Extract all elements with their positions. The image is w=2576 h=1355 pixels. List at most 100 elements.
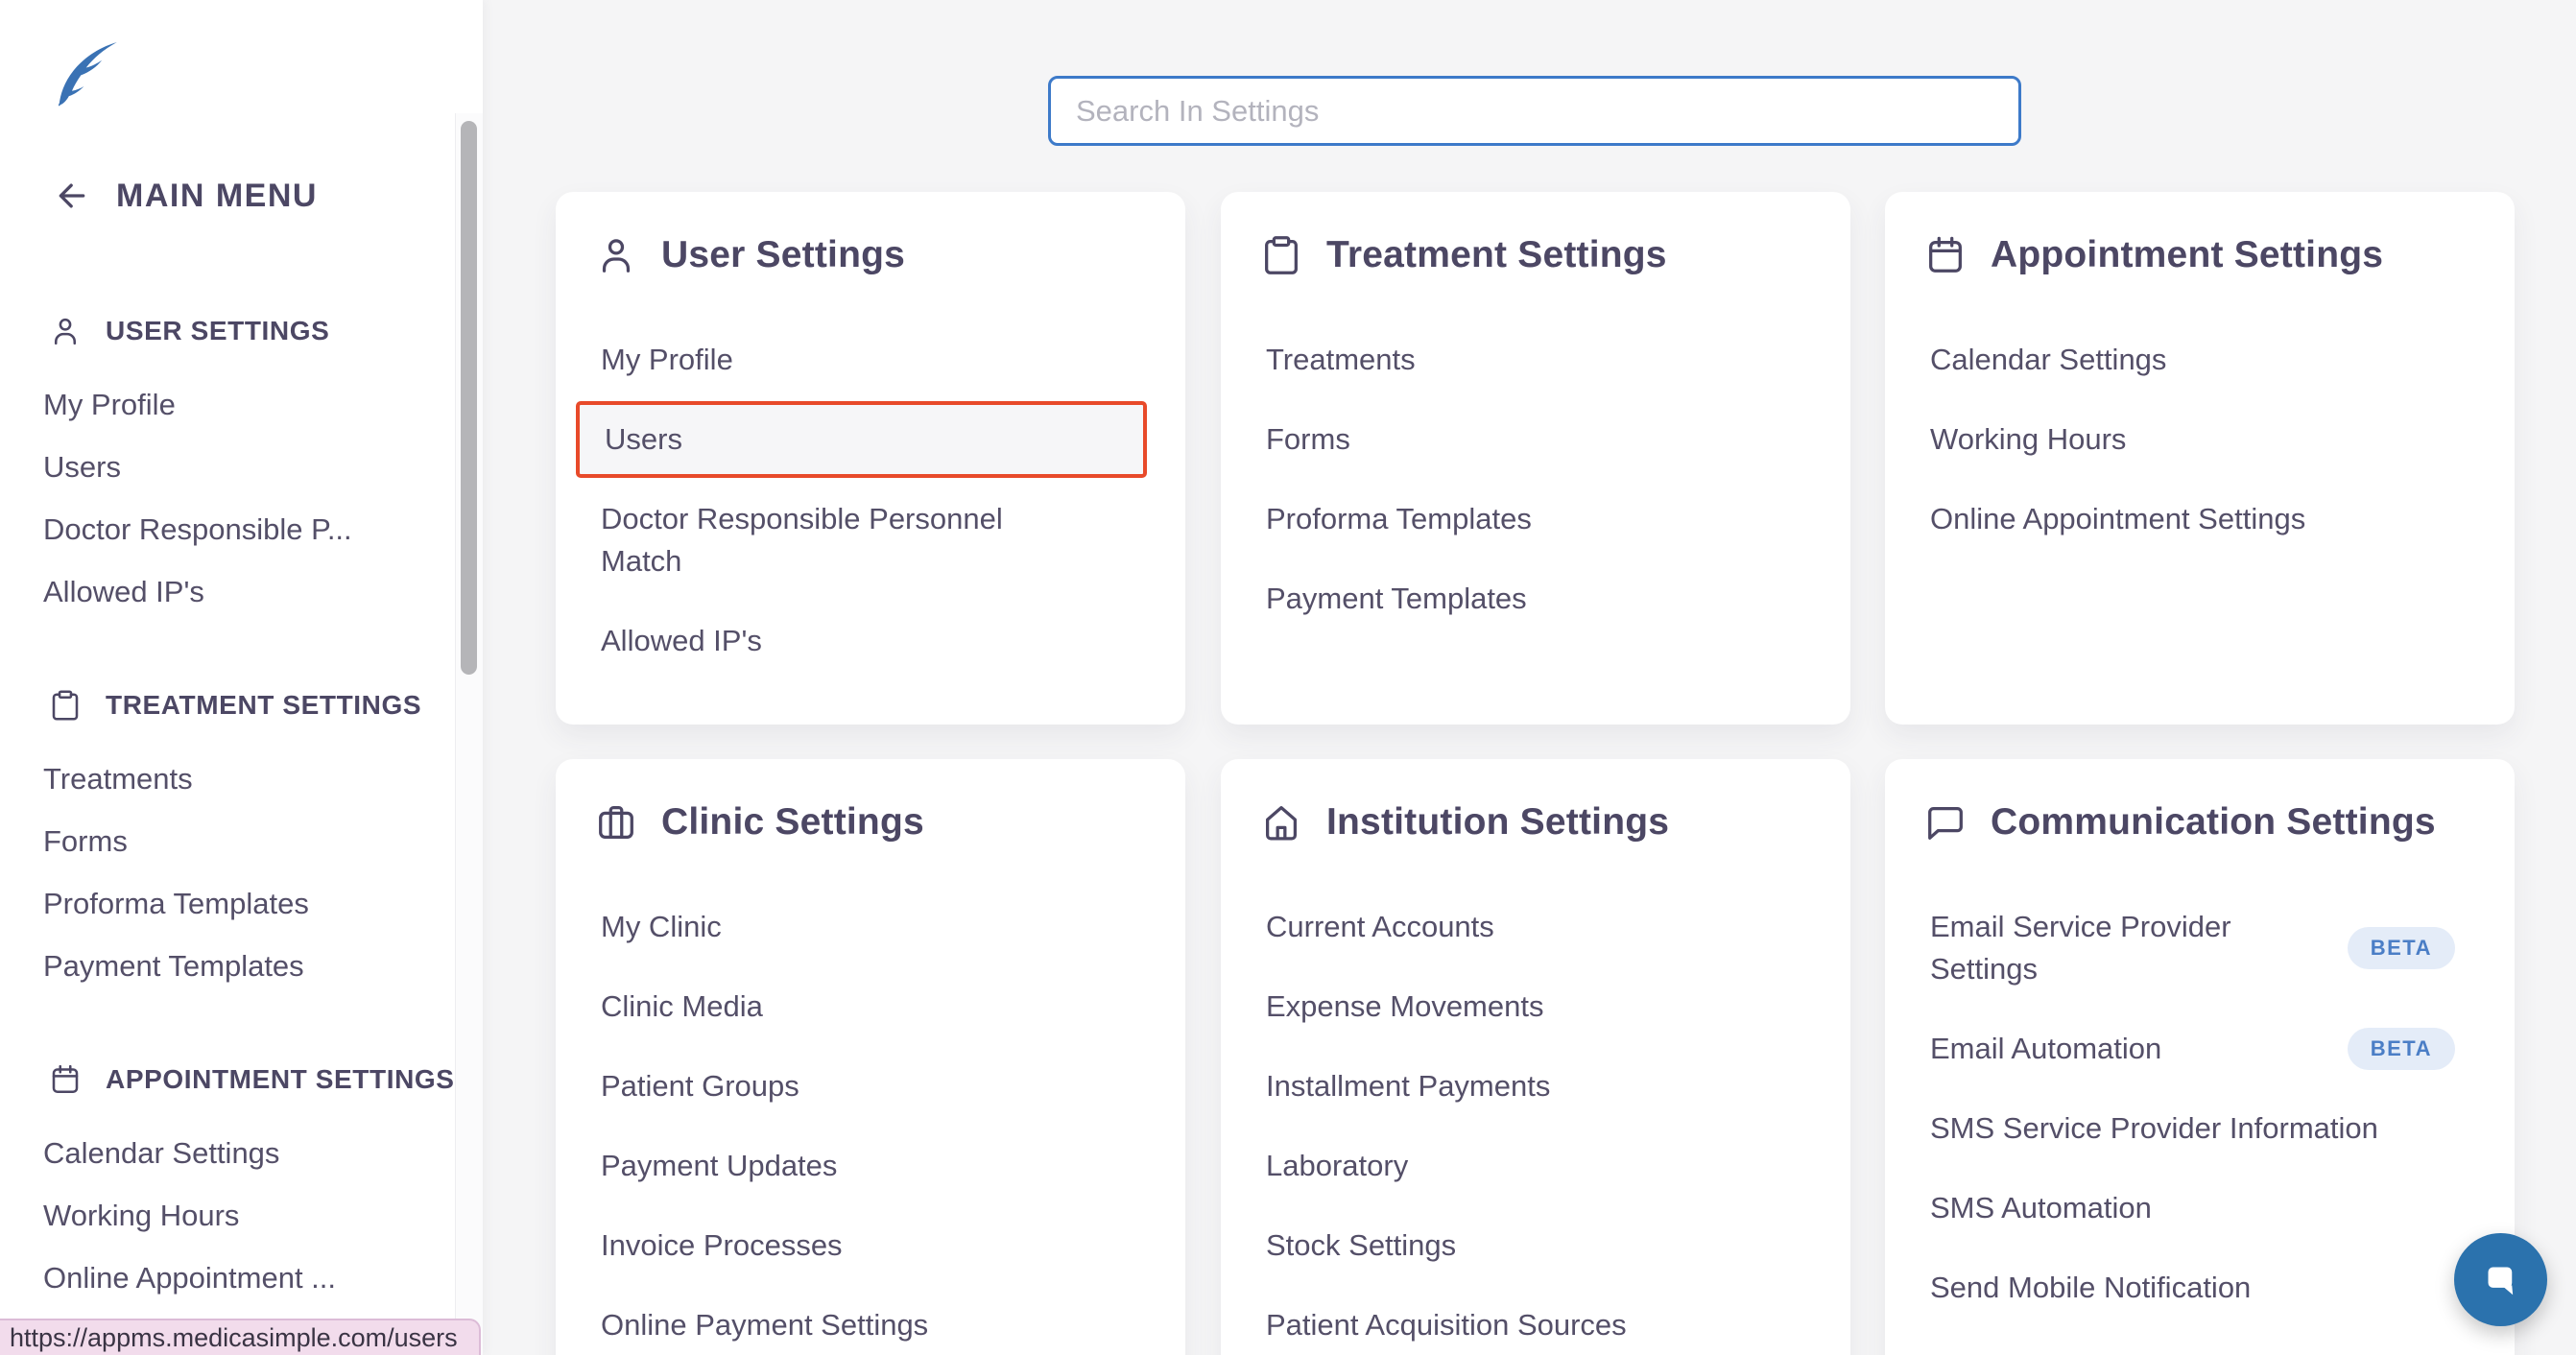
- arrow-left-icon: [53, 177, 91, 215]
- settings-card: Appointment Settings Calendar Settings W…: [1885, 192, 2515, 725]
- settings-card: Communication Settings Email Service Pro…: [1885, 759, 2515, 1355]
- main-menu-label: MAIN MENU: [116, 177, 318, 214]
- card-item[interactable]: Invoice Processes: [601, 1228, 843, 1262]
- sidebar-item[interactable]: Proforma Templates: [43, 887, 309, 920]
- card-item[interactable]: Calendar Settings: [1930, 343, 2167, 376]
- sidebar-section-header: TREATMENT SETTINGS: [0, 682, 456, 728]
- card-item[interactable]: Patient Groups: [601, 1069, 799, 1103]
- user-icon: [594, 233, 638, 277]
- sidebar-item[interactable]: Payment Templates: [43, 949, 304, 983]
- sidebar-section-items: My Profile Users Doctor Responsible P...…: [0, 373, 456, 623]
- card-item[interactable]: Doctor Responsible Personnel Match: [601, 502, 1003, 578]
- card-item[interactable]: Allowed IP's: [601, 624, 762, 657]
- card-item[interactable]: Treatments: [1266, 343, 1416, 376]
- sidebar-section-items: Treatments Forms Proforma Templates Paym…: [0, 748, 456, 997]
- chat-bubble-icon: [2488, 1267, 2513, 1295]
- card-title-row: Clinic Settings: [594, 797, 1147, 847]
- card-item[interactable]: Patient Acquisition Sources: [1266, 1308, 1627, 1342]
- settings-card: User Settings My Profile Users Doctor Re…: [556, 192, 1185, 725]
- sidebar-item[interactable]: Forms: [43, 824, 128, 858]
- briefcase-icon: [594, 800, 638, 844]
- sidebar-scrollbar-thumb[interactable]: [461, 121, 477, 675]
- sidebar-section: USER SETTINGS My Profile Users Doctor Re…: [0, 308, 456, 623]
- main-menu-back[interactable]: MAIN MENU: [53, 171, 318, 221]
- sidebar-item[interactable]: Working Hours: [43, 1199, 240, 1232]
- sidebar-section: TREATMENT SETTINGS Treatments Forms Prof…: [0, 682, 456, 997]
- feather-logo-icon[interactable]: [48, 33, 123, 113]
- sidebar-item[interactable]: Users: [43, 450, 121, 484]
- card-item[interactable]: Stock Settings: [1266, 1228, 1457, 1262]
- card-items: My Clinic Clinic Media Patient Groups Pa…: [601, 906, 1147, 1346]
- card-item[interactable]: Payment Templates: [1266, 582, 1527, 615]
- sidebar-section-label: APPOINTMENT SETTINGS: [106, 1064, 455, 1094]
- clipboard-icon: [1259, 233, 1303, 277]
- card-item[interactable]: Installment Payments: [1266, 1069, 1551, 1103]
- link-url-statusbar: https://appms.medicasimple.com/users: [0, 1319, 481, 1355]
- sidebar-item[interactable]: Treatments: [43, 762, 193, 796]
- card-title: Communication Settings: [1991, 801, 2436, 843]
- calendar-icon: [1923, 233, 1968, 277]
- card-item[interactable]: My Profile: [601, 343, 733, 376]
- card-item-highlighted[interactable]: Users: [576, 401, 1147, 478]
- settings-card: Treatment Settings Treatments Forms Prof…: [1221, 192, 1850, 725]
- card-title-row: Appointment Settings: [1923, 230, 2476, 280]
- card-item[interactable]: Expense Movements: [1266, 989, 1544, 1023]
- card-item[interactable]: Laboratory: [1266, 1149, 1409, 1182]
- settings-main: User Settings My Profile Users Doctor Re…: [483, 0, 2576, 1355]
- settings-card: Institution Settings Current Accounts Ex…: [1221, 759, 1850, 1355]
- card-items: Calendar Settings Working Hours Online A…: [1930, 339, 2476, 540]
- card-item[interactable]: Forms: [1266, 422, 1350, 456]
- card-items: Email Service Provider Settings BETA Ema…: [1930, 906, 2476, 1309]
- home-icon: [1259, 800, 1303, 844]
- beta-badge: BETA: [2347, 1028, 2455, 1070]
- sidebar-item[interactable]: My Profile: [43, 388, 176, 421]
- card-title-row: Communication Settings: [1923, 797, 2476, 847]
- search-input[interactable]: [1048, 76, 2021, 146]
- card-items: Current Accounts Expense Movements Insta…: [1266, 906, 1812, 1346]
- card-item[interactable]: Working Hours: [1930, 422, 2127, 456]
- card-item[interactable]: Payment Updates: [601, 1149, 838, 1182]
- sidebar-nav: USER SETTINGS My Profile Users Doctor Re…: [0, 308, 456, 1355]
- card-items: Treatments Forms Proforma Templates Paym…: [1266, 339, 1812, 620]
- sidebar-section-label: USER SETTINGS: [106, 316, 330, 345]
- card-item[interactable]: Email Automation BETA: [1930, 1028, 2476, 1070]
- settings-card: Clinic Settings My Clinic Clinic Media P…: [556, 759, 1185, 1355]
- sidebar-item[interactable]: Online Appointment ...: [43, 1261, 337, 1295]
- sidebar-item[interactable]: Calendar Settings: [43, 1136, 280, 1170]
- sidebar-section: APPOINTMENT SETTINGS Calendar Settings W…: [0, 1057, 456, 1309]
- sidebar-scrollbar-track[interactable]: [455, 113, 483, 1355]
- card-title-row: Treatment Settings: [1259, 230, 1812, 280]
- card-item[interactable]: SMS Automation: [1930, 1191, 2152, 1224]
- clipboard-icon: [48, 688, 83, 723]
- card-title: Treatment Settings: [1326, 234, 1667, 275]
- sidebar-item[interactable]: Allowed IP's: [43, 575, 204, 608]
- card-title-row: Institution Settings: [1259, 797, 1812, 847]
- card-item[interactable]: Current Accounts: [1266, 910, 1494, 943]
- chat-widget-button[interactable]: [2454, 1233, 2547, 1326]
- card-items: My Profile Users Doctor Responsible Pers…: [576, 339, 1147, 662]
- chat-icon: [1923, 800, 1968, 844]
- card-item[interactable]: Email Service Provider Settings BETA: [1930, 906, 2476, 990]
- card-title: Appointment Settings: [1991, 234, 2384, 275]
- card-item[interactable]: Send Mobile Notification: [1930, 1271, 2252, 1304]
- card-title: Clinic Settings: [661, 801, 924, 843]
- card-title: User Settings: [661, 234, 906, 275]
- card-item[interactable]: My Clinic: [601, 910, 722, 943]
- sidebar-section-items: Calendar Settings Working Hours Online A…: [0, 1122, 456, 1309]
- sidebar-section-header: USER SETTINGS: [0, 308, 456, 354]
- card-title-row: User Settings: [594, 230, 1147, 280]
- user-icon: [48, 314, 83, 348]
- card-item[interactable]: Proforma Templates: [1266, 502, 1532, 535]
- calendar-icon: [48, 1062, 83, 1097]
- beta-badge: BETA: [2347, 927, 2455, 969]
- card-item[interactable]: Clinic Media: [601, 989, 763, 1023]
- sidebar: MAIN MENU USER SETTINGS My Profile Users…: [0, 0, 483, 1355]
- card-title: Institution Settings: [1326, 801, 1670, 843]
- sidebar-item[interactable]: Doctor Responsible P...: [43, 512, 352, 546]
- sidebar-section-label: TREATMENT SETTINGS: [106, 690, 422, 720]
- sidebar-section-header: APPOINTMENT SETTINGS: [0, 1057, 456, 1103]
- card-item[interactable]: SMS Service Provider Information: [1930, 1111, 2378, 1145]
- card-item[interactable]: Online Payment Settings: [601, 1308, 929, 1342]
- card-item[interactable]: Online Appointment Settings: [1930, 502, 2306, 535]
